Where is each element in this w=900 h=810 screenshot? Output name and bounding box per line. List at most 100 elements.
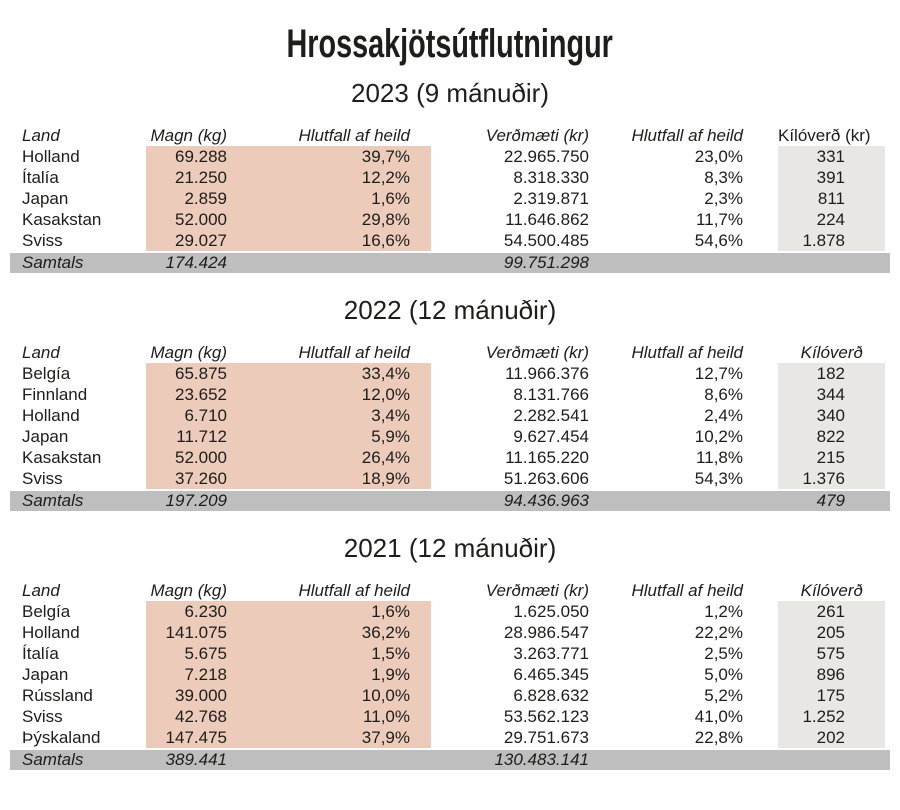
table-row: Japan 7.218 1,9% 6.465.345 5,0% 896 — [10, 664, 890, 685]
table-row: Þýskaland 147.475 37,9% 29.751.673 22,8%… — [10, 727, 890, 749]
samtals-row: Samtals 197.209 94.436.963 479 — [10, 489, 890, 511]
table-row: Japan 11.712 5,9% 9.627.454 10,2% 822 — [10, 426, 890, 447]
cell-magn: 69.288 — [146, 146, 237, 167]
cell-kiloverd: 261 — [778, 601, 885, 622]
cell-land: Sviss — [22, 230, 63, 250]
cell-spacer — [885, 146, 890, 167]
cell-land: Japan — [22, 188, 69, 208]
cell-kiloverd: 391 — [778, 167, 885, 188]
samtals-hlutfall2 — [600, 748, 778, 770]
cell-spacer — [885, 622, 890, 643]
cell-hlutfall2: 8,6% — [704, 384, 743, 404]
cell-spacer — [885, 230, 890, 252]
samtals-row: Samtals 174.424 99.751.298 — [10, 251, 890, 273]
table-row: Kasakstan 52.000 29,8% 11.646.862 11,7% … — [10, 209, 890, 230]
header-hlutfall1: Hlutfall af heild — [298, 581, 410, 600]
cell-hlutfall1: 11,0% — [237, 706, 431, 727]
page: Hrossakjötsútflutningur 2023 (9 mánuðir)… — [0, 24, 900, 810]
cell-hlutfall2: 22,8% — [694, 727, 743, 747]
header-verdmaeti: Verðmæti (kr) — [485, 343, 589, 362]
cell-hlutfall1: 5,9% — [237, 426, 431, 447]
cell-land: Japan — [22, 426, 69, 446]
cell-land: Holland — [22, 622, 80, 642]
cell-land: Kasakstan — [22, 447, 102, 467]
cell-hlutfall2: 10,2% — [694, 426, 743, 446]
cell-hlutfall2: 2,5% — [704, 643, 743, 663]
cell-land: Sviss — [22, 706, 63, 726]
cell-magn: 39.000 — [146, 685, 237, 706]
samtals-hlutfall1 — [237, 251, 431, 273]
cell-magn: 29.027 — [146, 230, 237, 252]
cell-hlutfall1: 26,4% — [237, 447, 431, 468]
cell-kiloverd: 215 — [778, 447, 885, 468]
header-spacer — [885, 342, 890, 363]
table-row: Japan 2.859 1,6% 2.319.871 2,3% 811 — [10, 188, 890, 209]
cell-hlutfall1: 18,9% — [237, 468, 431, 490]
cell-land: Rússland — [22, 685, 93, 705]
cell-verdmaeti: 3.263.771 — [513, 643, 589, 663]
header-land: Land — [22, 581, 60, 600]
cell-magn: 5.675 — [146, 643, 237, 664]
cell-land: Holland — [22, 146, 80, 166]
cell-land: Kasakstan — [22, 209, 102, 229]
cell-magn: 52.000 — [146, 209, 237, 230]
header-magn: Magn (kg) — [150, 126, 227, 145]
samtals-spacer — [885, 251, 890, 273]
cell-land: Japan — [22, 664, 69, 684]
year-section: 2022 (12 mánuðir) Land Magn (kg) Hlutfal… — [0, 295, 900, 511]
cell-hlutfall1: 36,2% — [237, 622, 431, 643]
header-land: Land — [22, 126, 60, 145]
cell-hlutfall1: 37,9% — [237, 727, 431, 749]
samtals-spacer — [885, 748, 890, 770]
cell-hlutfall2: 1,2% — [704, 601, 743, 621]
cell-magn: 6.230 — [146, 601, 237, 622]
cell-verdmaeti: 51.263.606 — [503, 468, 589, 488]
samtals-row: Samtals 389.441 130.483.141 — [10, 748, 890, 770]
samtals-spacer — [885, 489, 890, 511]
cell-hlutfall2: 54,3% — [694, 468, 743, 488]
header-magn: Magn (kg) — [150, 581, 227, 600]
cell-hlutfall2: 5,0% — [704, 664, 743, 684]
cell-land: Belgía — [22, 601, 71, 621]
cell-spacer — [885, 447, 890, 468]
tables-container: 2023 (9 mánuðir) Land Magn (kg) Hlutfall… — [0, 78, 900, 770]
cell-magn: 6.710 — [146, 405, 237, 426]
export-table: Land Magn (kg) Hlutfall af heild Verðmæt… — [10, 125, 890, 273]
samtals-hlutfall1 — [237, 748, 431, 770]
cell-land: Holland — [22, 405, 80, 425]
cell-verdmaeti: 8.318.330 — [513, 167, 589, 187]
samtals-magn: 389.441 — [146, 748, 237, 770]
cell-spacer — [885, 405, 890, 426]
cell-hlutfall2: 2,4% — [704, 405, 743, 425]
cell-magn: 21.250 — [146, 167, 237, 188]
export-table: Land Magn (kg) Hlutfall af heild Verðmæt… — [10, 342, 890, 511]
cell-magn: 65.875 — [146, 363, 237, 384]
header-hlutfall2: Hlutfall af heild — [631, 126, 743, 145]
cell-hlutfall2: 2,3% — [704, 188, 743, 208]
cell-spacer — [885, 706, 890, 727]
samtals-label: Samtals — [10, 748, 146, 770]
cell-verdmaeti: 11.966.376 — [505, 363, 589, 383]
cell-hlutfall2: 54,6% — [694, 230, 743, 250]
header-magn: Magn (kg) — [150, 343, 227, 362]
samtals-label: Samtals — [10, 251, 146, 273]
header-verdmaeti: Verðmæti (kr) — [485, 126, 589, 145]
table-row: Belgía 6.230 1,6% 1.625.050 1,2% 261 — [10, 601, 890, 622]
cell-hlutfall1: 29,8% — [237, 209, 431, 230]
cell-magn: 42.768 — [146, 706, 237, 727]
cell-hlutfall2: 5,2% — [704, 685, 743, 705]
table-row: Ítalía 5.675 1,5% 3.263.771 2,5% 575 — [10, 643, 890, 664]
cell-hlutfall2: 8,3% — [704, 167, 743, 187]
table-row: Finnland 23.652 12,0% 8.131.766 8,6% 344 — [10, 384, 890, 405]
table-row: Belgía 65.875 33,4% 11.966.376 12,7% 182 — [10, 363, 890, 384]
cell-spacer — [885, 209, 890, 230]
cell-kiloverd: 811 — [778, 188, 885, 209]
cell-verdmaeti: 6.828.632 — [513, 685, 589, 705]
header-verdmaeti: Verðmæti (kr) — [485, 581, 589, 600]
cell-land: Sviss — [22, 468, 63, 488]
cell-kiloverd: 175 — [778, 685, 885, 706]
cell-kiloverd: 1.376 — [778, 468, 885, 490]
cell-hlutfall1: 16,6% — [237, 230, 431, 252]
section-subtitle: 2021 (12 mánuðir) — [343, 533, 557, 563]
table-row: Ítalía 21.250 12,2% 8.318.330 8,3% 391 — [10, 167, 890, 188]
